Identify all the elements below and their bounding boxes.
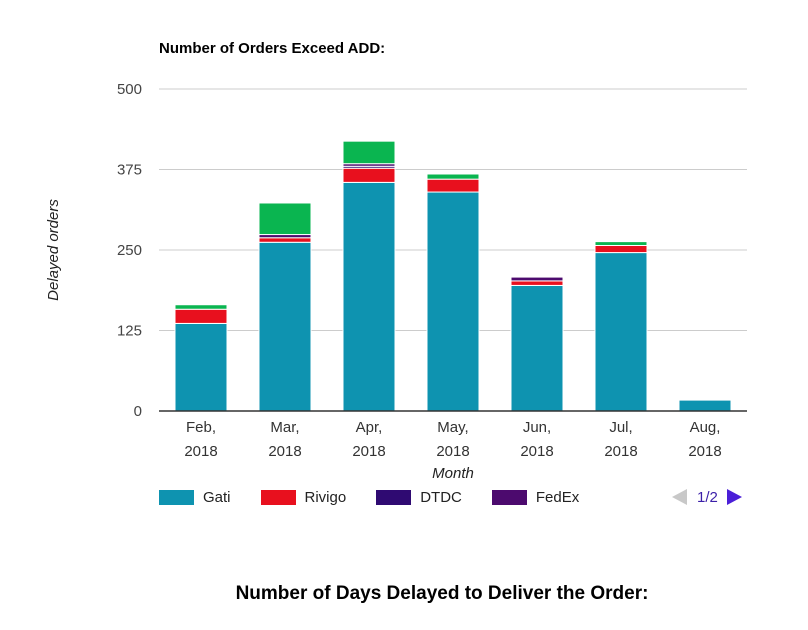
- legend-page-indicator: 1/2: [697, 488, 718, 506]
- bar-segment-other[interactable]: [678, 398, 732, 401]
- x-tick-label: Jun, 2018: [520, 419, 553, 460]
- legend-swatch: [159, 489, 194, 505]
- x-tick-label: Mar, 2018: [268, 419, 301, 460]
- legend-label: DTDC: [420, 488, 462, 506]
- legend-swatch: [376, 489, 412, 505]
- axis-labels: Delayed orders Month: [45, 199, 474, 482]
- bar-segment-gati[interactable]: [426, 191, 480, 412]
- legend-swatch: [491, 489, 527, 505]
- legend-label: Rivigo: [304, 488, 347, 506]
- bar-segment-other[interactable]: [258, 202, 312, 236]
- bar-segment-gati[interactable]: [510, 284, 564, 412]
- legend-item-fedex[interactable]: FedEx: [491, 488, 580, 506]
- bar-segment-other[interactable]: [426, 173, 480, 180]
- x-axis-label: Month: [432, 465, 474, 482]
- y-tick-label: 125: [117, 323, 142, 340]
- legend-label: FedEx: [535, 488, 580, 506]
- bar-segment-fedex[interactable]: [510, 276, 564, 282]
- bar-segment-other[interactable]: [174, 304, 228, 310]
- bar-segment-rivigo[interactable]: [594, 244, 648, 254]
- section-title-days-delayed: Number of Days Delayed to Deliver the Or…: [235, 583, 649, 604]
- bar-segment-rivigo[interactable]: [510, 280, 564, 286]
- legend-item-gati[interactable]: Gati: [159, 489, 231, 506]
- legend-swatch: [260, 489, 296, 505]
- x-tick-label: May, 2018: [436, 419, 469, 460]
- bar-segment-gati[interactable]: [342, 181, 396, 412]
- bar-segment-rivigo[interactable]: [426, 178, 480, 193]
- y-axis-label: Delayed orders: [45, 199, 62, 301]
- x-tick-label: Apr, 2018: [352, 419, 385, 460]
- bar-segment-gati[interactable]: [678, 399, 732, 412]
- y-tick-label: 375: [117, 162, 142, 179]
- bar-segment-rivigo[interactable]: [258, 237, 312, 243]
- y-tick-label: 500: [117, 81, 142, 98]
- legend: Gati Rivigo DTDC FedEx: [159, 486, 609, 508]
- legend-label: Gati: [203, 488, 231, 506]
- bar-segment-other[interactable]: [510, 275, 564, 278]
- legend-pager: 1/2: [672, 486, 742, 508]
- x-tick-label: Feb, 2018: [184, 419, 217, 460]
- legend-item-dtdc[interactable]: DTDC: [376, 489, 462, 506]
- previous-page-icon[interactable]: [672, 489, 687, 505]
- bar-segment-gati[interactable]: [258, 241, 312, 412]
- bar-segment-rivigo[interactable]: [342, 167, 396, 183]
- bars: [174, 140, 732, 412]
- bar-segment-gati[interactable]: [174, 322, 228, 412]
- chart-title: Number of Orders Exceed ADD:: [159, 40, 386, 57]
- bar-segment-other[interactable]: [594, 241, 648, 246]
- x-tick-label: Aug, 2018: [688, 419, 721, 460]
- y-tick-label: 250: [117, 242, 142, 259]
- y-tick-label: 0: [134, 403, 142, 420]
- axes: 0 125 250 375 500 Feb, 2018 Mar, 2018 Apr, 2018 May…: [117, 81, 747, 460]
- bar-segment-other[interactable]: [342, 140, 396, 165]
- bar-segment-rivigo[interactable]: [174, 308, 228, 324]
- next-page-icon[interactable]: [726, 489, 742, 505]
- bar-segment-gati[interactable]: [594, 252, 648, 412]
- x-tick-label: Jul, 2018: [604, 419, 637, 460]
- legend-item-rivigo[interactable]: Rivigo: [260, 488, 347, 506]
